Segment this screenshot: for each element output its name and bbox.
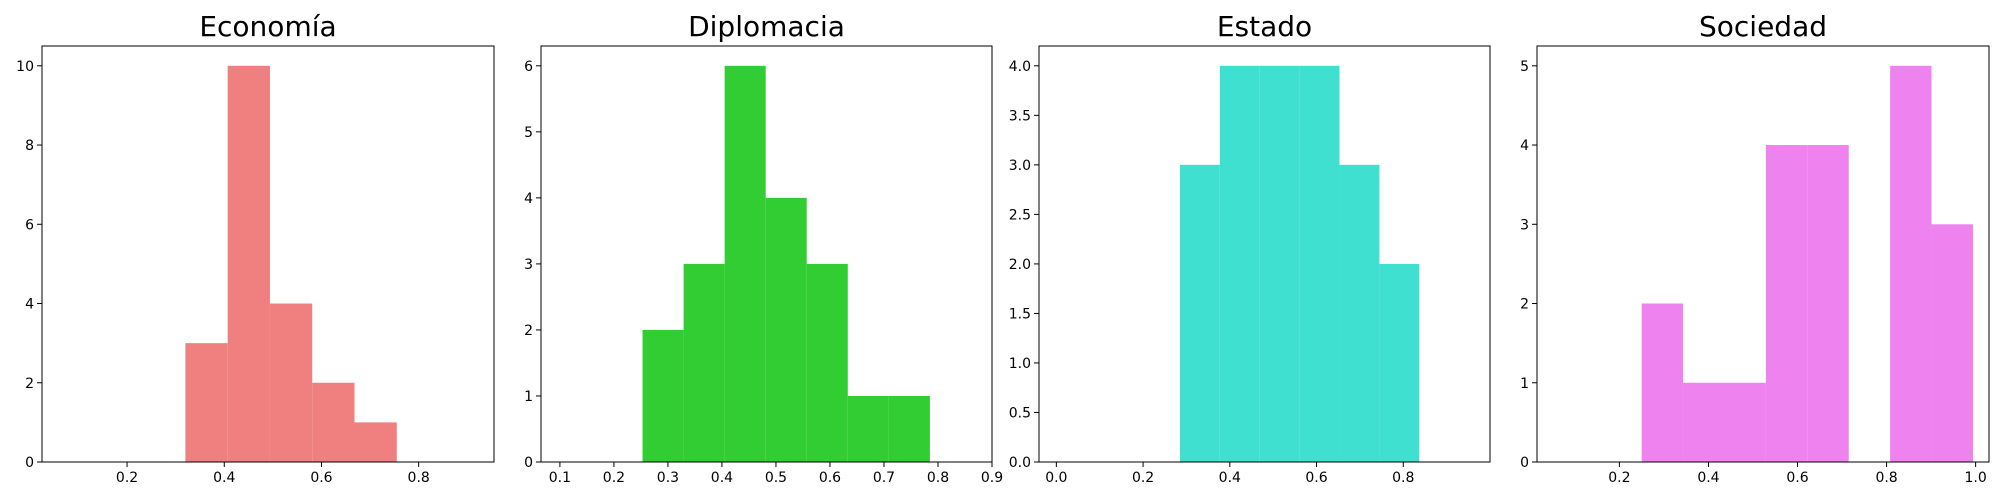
x-tick-label: 0.0 [1045,470,1067,486]
y-tick-label: 1 [524,389,533,405]
histogram-bar [1179,164,1220,462]
histogram-bar [354,422,397,462]
x-tick-label: 0.6 [1786,470,1808,486]
plot-frame [1038,45,1491,463]
y-tick-label: 0 [1520,455,1529,471]
y-tick-label: 0.5 [1009,405,1031,421]
histogram-bar [1339,164,1380,462]
y-tick-label: 5 [524,125,533,141]
x-tick-label: 0.4 [711,470,733,486]
chart-panel-3: Estado 0.0 0.2 0.4 0.6 0.8 0.0 0.5 1.0 1.5 2.0 2.5 3… [1009,10,1491,486]
y-tick-label: 2 [1520,297,1529,313]
histogram-bar [1807,145,1849,463]
x-tick-label: 0.6 [1305,470,1327,486]
y-tick-label: 2.0 [1009,257,1031,273]
y-tick-label: 1.5 [1009,306,1031,322]
histogram-bar [1890,65,1932,463]
x-tick-label: 0.2 [603,470,625,486]
x-tick-label: 0.6 [310,470,332,486]
y-tick-label: 2 [25,376,34,392]
chart-panel-1: Economía 0.2 0.4 0.6 0.8 0 2 4 6 8 10 [16,10,495,486]
x-tick-label: 0.9 [981,470,1003,486]
x-tick-label: 0.8 [1875,470,1897,486]
histogram-bar [1931,224,1973,462]
y-tick-label: 3 [1520,217,1529,233]
x-tick-label: 0.8 [927,470,949,486]
y-tick-label: 3 [524,257,533,273]
histogram-bar [185,343,228,462]
x-tick-label: 0.8 [1392,470,1414,486]
y-tick-label: 8 [25,138,34,154]
y-tick-label: 6 [524,59,533,75]
x-tick-label: 0.2 [1132,470,1154,486]
chart-panel-4: Sociedad 0.2 0.4 0.6 0.8 1.0 0 1 2 3 4 5 [1520,10,1990,486]
chart-panel-2: Diplomacia 0.1 0.2 0.3 0.4 0.5 0.6 0.7 0.8 0.9 0 1 2… [524,10,1003,486]
histogram-bar [1259,65,1300,463]
histogram-bar [765,197,807,462]
x-tick-label: 0.3 [657,470,679,486]
y-tick-label: 0.0 [1009,455,1031,471]
y-tick-label: 1.0 [1009,356,1031,372]
x-tick-label: 0.1 [549,470,571,486]
x-tick-label: 0.4 [1219,470,1241,486]
chart-title: Sociedad [1699,10,1827,43]
histogram-bar [642,329,684,462]
y-tick-label: 1 [1520,376,1529,392]
histogram-bar [1379,263,1420,462]
y-tick-label: 10 [16,59,34,75]
x-tick-label: 0.8 [408,470,430,486]
histogram-bar [1765,145,1808,463]
y-tick-label: 3.0 [1009,158,1031,174]
x-tick-label: 0.4 [1697,470,1719,486]
y-tick-label: 6 [25,217,34,233]
x-tick-label: 0.6 [819,470,841,486]
chart-title: Diplomacia [688,10,845,43]
y-tick-label: 2 [524,323,533,339]
y-tick-label: 5 [1520,59,1529,75]
histogram-bar [888,395,930,462]
y-tick-label: 4 [524,191,533,207]
histogram-bar [227,65,270,463]
histogram-bar [1683,382,1725,462]
x-tick-label: 1.0 [1965,470,1987,486]
x-tick-label: 0.7 [873,470,895,486]
histogram-bar [683,263,725,462]
y-tick-label: 4.0 [1009,59,1031,75]
plot-frame [41,45,495,463]
x-tick-label: 0.5 [765,470,787,486]
plot-frame [540,45,993,463]
y-tick-label: 4 [25,297,34,313]
y-tick-label: 3.5 [1009,108,1031,124]
y-tick-label: 0 [25,455,34,471]
y-tick-label: 4 [1520,138,1529,154]
x-tick-label: 0.2 [1608,470,1630,486]
y-tick-label: 0 [524,455,533,471]
histogram-bar [1641,303,1684,462]
y-tick-label: 2.5 [1009,207,1031,223]
x-tick-label: 0.4 [213,470,235,486]
histogram-bar [724,65,766,463]
histogram-bar [1299,65,1340,463]
histogram-bar [806,263,848,462]
histogram-bar [1724,382,1766,462]
histogram-bar [312,382,355,462]
x-tick-label: 0.2 [116,470,138,486]
plot-frame [1536,45,1990,463]
histogram-bar [847,395,889,462]
chart-title: Economía [199,10,336,43]
histogram-bar [269,303,313,462]
histogram-bar [1219,65,1260,463]
chart-title: Estado [1217,10,1312,43]
